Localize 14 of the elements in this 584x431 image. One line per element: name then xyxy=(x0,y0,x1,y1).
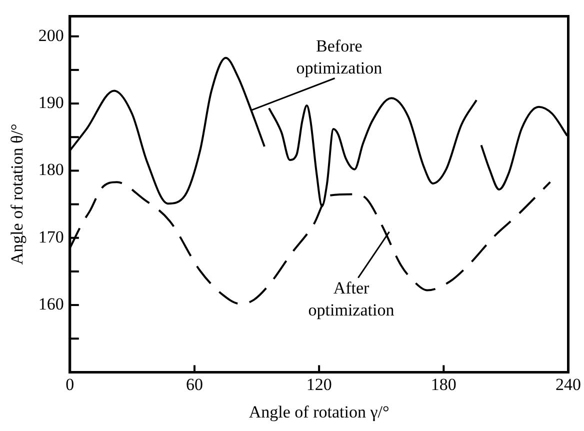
x-tick-label: 60 xyxy=(186,374,203,394)
x-axis-title: Angle of rotation γ/° xyxy=(248,402,390,422)
y-tick-label: 180 xyxy=(38,160,64,180)
y-axis-title: Angle of rotation θ/° xyxy=(8,124,27,265)
x-tick-label: 0 xyxy=(66,374,74,394)
y-tick-label: 160 xyxy=(38,294,64,314)
y-tick-label: 190 xyxy=(38,92,64,112)
y-tick-label: 200 xyxy=(38,26,64,45)
x-tick-label: 180 xyxy=(430,374,456,394)
x-tick-label: 240 xyxy=(556,374,581,394)
annotation: Before optimization xyxy=(296,36,383,78)
y-tick-label: 170 xyxy=(38,227,64,246)
x-tick-label: 120 xyxy=(306,374,332,394)
annotation: After optimization xyxy=(308,278,395,320)
